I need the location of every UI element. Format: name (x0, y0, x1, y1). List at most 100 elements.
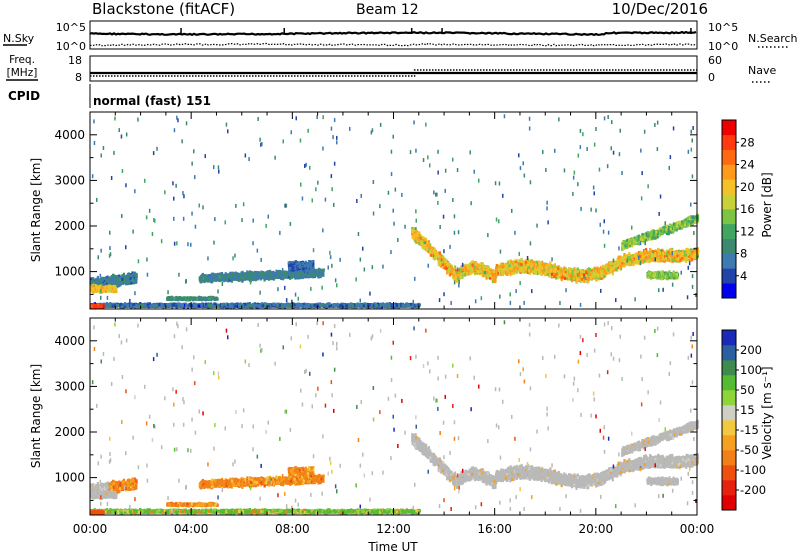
power-cell (92, 290, 95, 294)
power-cell (335, 304, 338, 308)
power-cell (290, 302, 293, 306)
power-cell (114, 283, 117, 287)
power-cell (109, 304, 112, 308)
nsky-label: N.Sky (3, 32, 35, 45)
power-cell (284, 304, 287, 308)
power-cell (254, 303, 258, 307)
power-cell (183, 303, 186, 307)
power-cell (133, 305, 136, 308)
power-cell (131, 278, 134, 282)
power-cell (133, 271, 136, 275)
power-cell (214, 304, 217, 308)
power-cell (108, 285, 111, 289)
power-cell (261, 304, 264, 308)
power-cell (365, 305, 369, 308)
power-cell (115, 286, 118, 290)
power-cell (185, 303, 188, 307)
nsky-line (89, 30, 697, 37)
power-cell (100, 282, 103, 286)
power-cell (111, 276, 114, 280)
power-cell (207, 303, 210, 307)
power-cell (131, 271, 134, 275)
power-cell (105, 278, 108, 282)
power-cell (153, 304, 156, 307)
beam-title: Beam 12 (356, 2, 419, 18)
power-cell (324, 304, 327, 308)
power-cell (318, 303, 321, 306)
power-cell (106, 280, 109, 283)
nsky-series (89, 28, 697, 47)
power-cell (99, 284, 102, 288)
power-cell (291, 302, 295, 306)
power-cell (129, 277, 132, 281)
power-cell (329, 304, 332, 308)
power-cell (223, 304, 226, 308)
power-cell (104, 281, 107, 285)
power-cell (198, 304, 201, 308)
power-cell (112, 279, 115, 283)
power-cell (101, 288, 105, 292)
power-cell (128, 273, 131, 277)
power-cell (126, 275, 129, 279)
power-cell (91, 285, 94, 289)
power-cell (155, 304, 159, 308)
power-cell (108, 278, 111, 282)
power-cell (119, 277, 122, 281)
power-scatter (90, 114, 700, 309)
power-cell (115, 289, 118, 293)
power-cell (190, 304, 194, 308)
power-cell (160, 302, 163, 306)
power-cell (132, 276, 136, 280)
power-cell (296, 304, 299, 308)
nave-line (90, 69, 697, 77)
power-cell (387, 304, 390, 308)
power-cell (255, 305, 258, 309)
power-cell (116, 283, 119, 287)
power-cell (233, 304, 237, 308)
power-cell (149, 304, 152, 308)
power-cell (337, 303, 340, 307)
power-cell (95, 277, 98, 281)
power-cell (272, 302, 275, 306)
power-cell (101, 278, 104, 282)
power-cell (241, 304, 245, 307)
power-cell (128, 281, 131, 285)
power-cell (114, 277, 117, 281)
power-cell (372, 304, 375, 308)
power-cell (127, 303, 131, 307)
power-cell (315, 305, 318, 308)
power-cell (141, 304, 144, 308)
power-cell (265, 304, 268, 307)
power-cell (118, 281, 121, 285)
power-cell (333, 304, 337, 308)
power-cell (112, 284, 115, 288)
power-cell (362, 304, 365, 308)
power-cell (280, 303, 283, 307)
power-cell (306, 303, 310, 307)
power-cell (200, 303, 203, 307)
cpid-label: CPID (8, 89, 40, 103)
nave-label: Nave (748, 64, 776, 77)
date-title: 10/Dec/2016 (612, 0, 708, 18)
power-cell (113, 277, 116, 281)
freq-panel-frame (89, 55, 698, 82)
power-cell (380, 303, 383, 307)
power-cell (104, 285, 107, 289)
freq-label: Freq. (9, 54, 35, 66)
power-cell (180, 304, 183, 308)
nsearch-tick-bottom: 10^0 (708, 40, 738, 53)
power-cell (100, 278, 103, 282)
power-cell (121, 274, 124, 278)
power-cell (114, 304, 118, 308)
power-cell (317, 304, 320, 307)
power-cell (114, 274, 117, 278)
power-cell (91, 282, 94, 286)
power-cell (228, 303, 231, 307)
power-cell (139, 302, 142, 305)
power-cell (122, 303, 125, 307)
power-cell (96, 275, 99, 279)
power-cell (305, 303, 308, 306)
power-cell (227, 303, 230, 307)
power-cell (172, 303, 175, 306)
power-cell (91, 280, 94, 284)
